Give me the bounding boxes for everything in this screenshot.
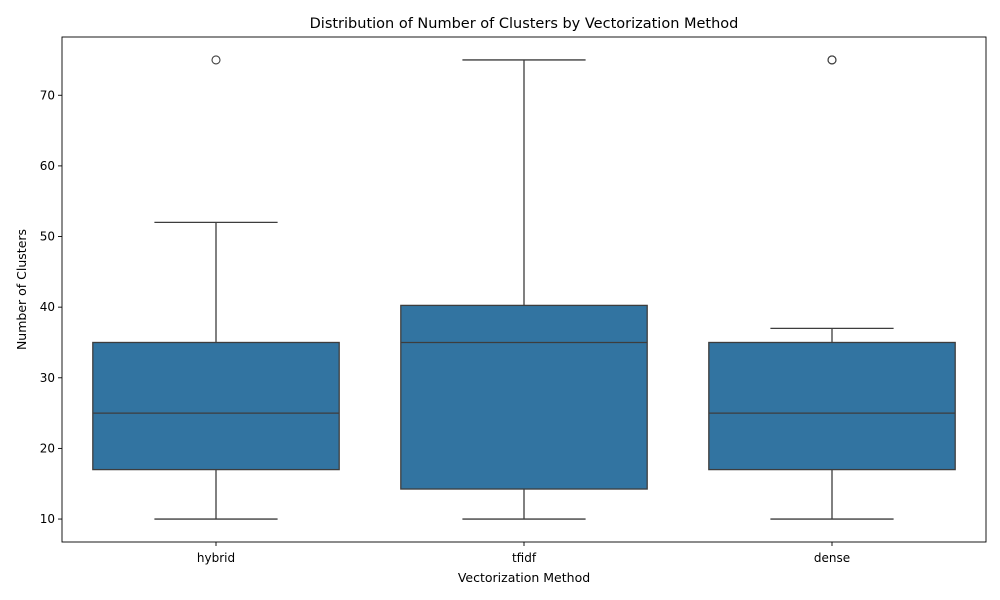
y-tick-label: 50 (40, 230, 55, 244)
y-axis-label: Number of Clusters (14, 229, 29, 350)
box-dense (708, 341, 956, 471)
y-tick-label: 40 (40, 300, 55, 314)
y-tick-label: 30 (40, 371, 55, 385)
x-axis-label: Vectorization Method (458, 570, 590, 585)
x-tick-label: dense (814, 551, 850, 565)
y-tick-label: 60 (40, 159, 55, 173)
y-tick-label: 10 (40, 512, 55, 526)
x-tick-label: tfidf (512, 551, 537, 565)
y-tick-label: 20 (40, 441, 55, 455)
plot-area: 10 20 30 40 50 60 70 hybrid tfidf dense (40, 55, 956, 565)
box-tfidf (400, 304, 648, 490)
plot-frame (61, 36, 987, 543)
outlier-point (211, 55, 221, 65)
x-tick-label: hybrid (197, 551, 235, 565)
chart-title: Distribution of Number of Clusters by Ve… (310, 16, 739, 32)
box-hybrid (92, 341, 340, 471)
y-tick-label: 70 (40, 88, 55, 102)
outlier-point (827, 55, 837, 65)
